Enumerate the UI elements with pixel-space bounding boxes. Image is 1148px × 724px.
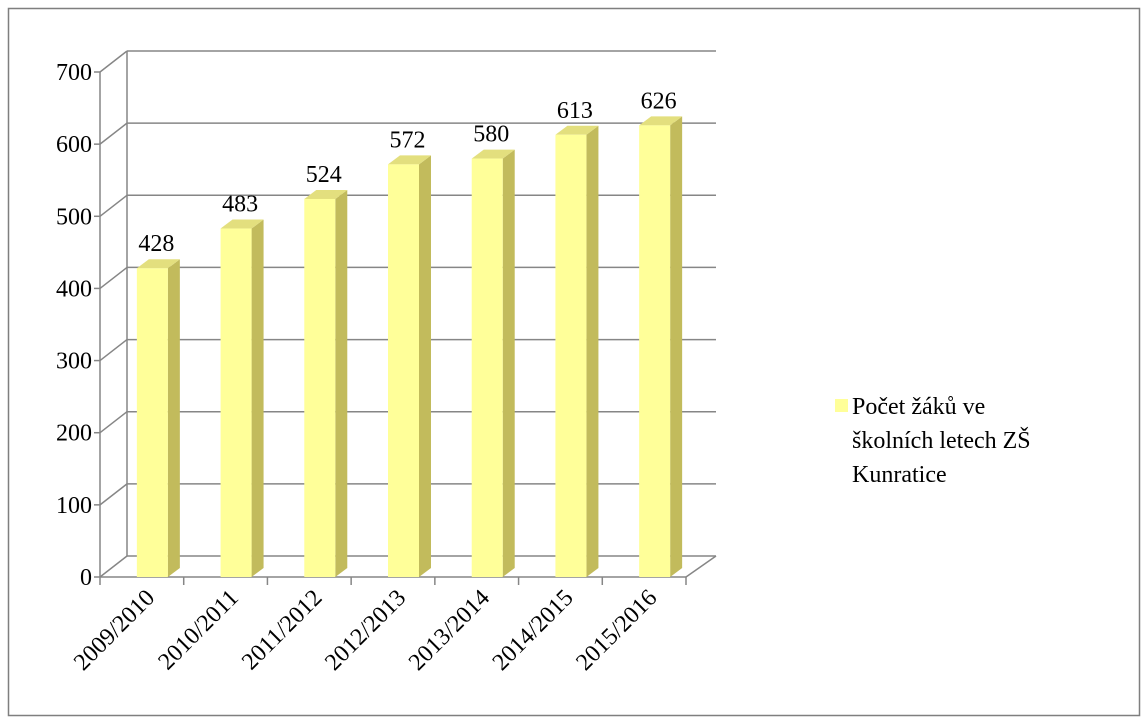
bar — [304, 198, 336, 577]
x-tick-label: 2014/2015 — [488, 585, 579, 676]
data-label: 626 — [641, 88, 677, 114]
bar-top — [136, 259, 180, 269]
x-tick-label: 2015/2016 — [571, 585, 662, 676]
data-label: 580 — [473, 122, 509, 148]
data-label: 613 — [557, 98, 593, 124]
bar — [639, 125, 671, 577]
bar-side — [502, 149, 515, 578]
x-tick-label: 2012/2013 — [320, 585, 411, 676]
x-tick-label: 2009/2010 — [69, 585, 160, 676]
bar-side — [419, 155, 431, 578]
grid-line — [99, 411, 128, 434]
data-label: 428 — [138, 231, 174, 257]
bar — [471, 158, 503, 578]
data-label: 483 — [222, 192, 258, 218]
bar — [388, 164, 419, 578]
bar — [136, 268, 168, 577]
bar-top — [471, 149, 515, 159]
y-tick-label: 100 — [56, 493, 92, 519]
grid-line — [99, 555, 128, 578]
bar-side — [335, 189, 348, 577]
y-tick-label: 400 — [56, 276, 92, 302]
y-tick-label: 200 — [56, 421, 92, 447]
bar-top — [555, 125, 599, 135]
grid-line — [99, 483, 128, 506]
bar — [555, 134, 587, 577]
grid-line — [99, 122, 128, 145]
bar-side — [251, 219, 264, 578]
x-tick-label: 2010/2011 — [153, 585, 243, 675]
bar-top — [639, 116, 683, 126]
bar-top — [388, 155, 431, 165]
legend-label: Počet žáků ve školních letech ZŠ Kunrati… — [852, 394, 1031, 488]
bar-top — [220, 219, 264, 229]
grid-line — [99, 194, 128, 217]
y-tick-label: 700 — [56, 60, 92, 86]
x-tick-label: 2013/2014 — [404, 585, 495, 676]
data-label: 524 — [306, 162, 342, 188]
legend: Počet žáků ve školních letech ZŠ Kunrati… — [835, 390, 1035, 492]
x-tick-label: 2011/2012 — [237, 585, 327, 675]
grid-line — [99, 338, 128, 362]
bar-side — [586, 125, 599, 577]
y-tick-label: 600 — [56, 132, 92, 158]
chart-border — [7, 7, 1141, 717]
floor-line — [685, 555, 717, 578]
bar-top — [304, 189, 348, 199]
bar-side — [167, 259, 180, 577]
bar-side — [670, 116, 683, 577]
y-tick-label: 300 — [56, 349, 92, 375]
y-tick-label: 0 — [80, 565, 92, 591]
y-tick-label: 500 — [56, 204, 92, 230]
legend-key — [835, 399, 848, 412]
data-label: 572 — [390, 127, 426, 153]
grid-line — [99, 50, 128, 73]
bar — [220, 228, 252, 578]
grid-line — [99, 266, 128, 290]
